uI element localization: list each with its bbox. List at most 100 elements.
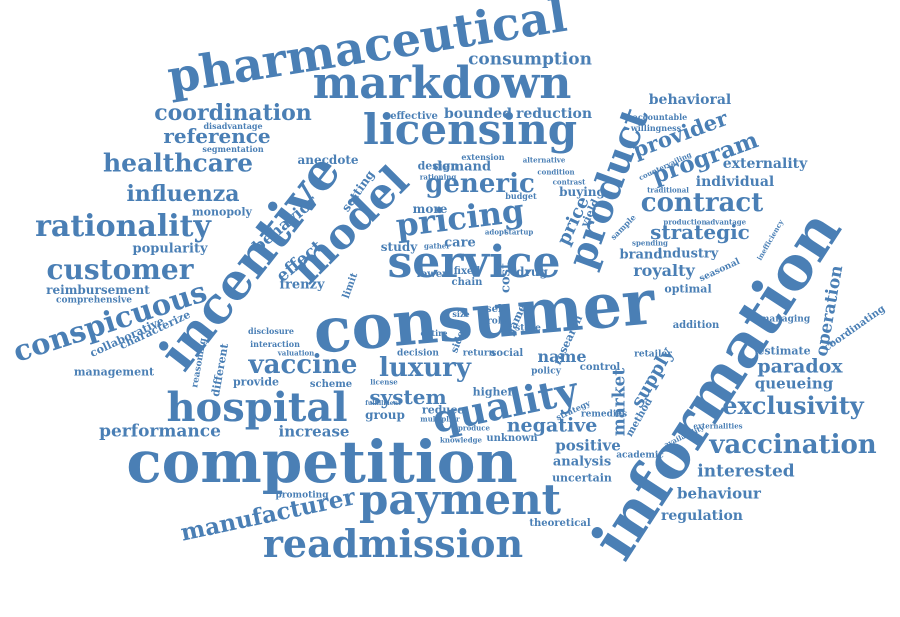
word: popularity [132, 241, 208, 257]
word: readmission [262, 521, 524, 566]
word: paradox [757, 355, 843, 378]
word: vaccine [248, 350, 358, 380]
word: traditional [647, 185, 689, 195]
word: academic [616, 450, 664, 461]
word: effective [390, 111, 438, 122]
word: analysis [552, 454, 612, 470]
word: promoting [275, 490, 329, 501]
word: behaviour [677, 484, 761, 503]
word: cost [498, 263, 514, 293]
word: individual [695, 174, 775, 190]
word: decision [397, 348, 439, 359]
word: optimal [664, 282, 712, 296]
word: increase [278, 422, 350, 441]
word: luxury [379, 353, 471, 383]
word: lower [416, 269, 448, 280]
word: produce [458, 423, 490, 433]
word: contract [640, 188, 764, 218]
word: markdown [312, 58, 572, 109]
word: generic [425, 169, 535, 199]
word: bounded [444, 106, 512, 122]
word: fixed [453, 266, 481, 277]
word: buying [559, 185, 605, 199]
word: comprehensive [55, 295, 133, 306]
word: competition [126, 428, 518, 496]
word: policy [531, 366, 561, 377]
word: condition [537, 167, 575, 177]
word: knowledge [440, 435, 482, 445]
word: valuation [277, 348, 315, 358]
word: consumption [468, 49, 592, 70]
word: disclosure [247, 326, 295, 336]
word: brand [619, 247, 663, 263]
word: control [579, 362, 621, 373]
word: gather [424, 241, 450, 251]
word: estimate [757, 344, 811, 358]
word: adopt [484, 227, 508, 237]
word: negative [506, 414, 598, 437]
word: managing [759, 314, 811, 325]
word: license [370, 377, 398, 387]
word: unknown [486, 433, 538, 444]
word: social [490, 348, 524, 359]
word: hospital [166, 384, 348, 431]
word: addition [672, 320, 720, 331]
word: design [417, 159, 459, 173]
word: interested [697, 461, 795, 482]
word: segmentation [202, 144, 264, 154]
word: royalty [633, 261, 695, 280]
word: fulfillment [365, 400, 401, 407]
word: advantage [705, 217, 747, 227]
word: entire [420, 328, 448, 338]
word: theoretical [529, 518, 591, 529]
word: system [369, 385, 447, 409]
word: payment [358, 475, 562, 524]
word: rationality [35, 209, 211, 244]
word: spending [632, 238, 668, 248]
word: externality [722, 156, 808, 172]
word: role [487, 316, 507, 327]
word: alternative [522, 155, 566, 165]
word: chain [451, 277, 483, 288]
word: retailer [634, 349, 672, 360]
word: demand [432, 159, 492, 175]
word: more [412, 202, 448, 216]
word: self [485, 304, 507, 315]
word: queueing [754, 374, 834, 393]
word: anecdote [297, 153, 359, 167]
word: reduce [421, 403, 465, 417]
word: seasonal [697, 256, 742, 285]
word: contrast [552, 177, 586, 187]
word: interaction [250, 339, 300, 349]
word: regulation [661, 508, 743, 524]
word: startup [504, 227, 534, 237]
word: industry [657, 246, 719, 262]
word: behavioral [648, 92, 732, 108]
word: drug [516, 265, 548, 279]
word: production [663, 217, 707, 227]
word: study [380, 240, 418, 254]
word: coordination [154, 100, 312, 126]
word: service [387, 237, 561, 288]
word: management [73, 365, 155, 379]
word: healthcare [103, 148, 253, 178]
word: licensing [362, 105, 578, 154]
word: vaccination [709, 430, 877, 460]
word: reduction [515, 106, 593, 122]
word: care [444, 235, 476, 251]
word: positive [555, 436, 621, 455]
word: scheme [309, 379, 353, 390]
word: budget [505, 191, 537, 201]
word: name [537, 347, 587, 366]
word: reference [163, 124, 271, 148]
word: higher [472, 385, 514, 399]
word: group [365, 408, 405, 422]
word: return [462, 348, 496, 359]
word: willingness [630, 123, 682, 133]
word: exclusivity [722, 391, 864, 420]
word: reimbursement [46, 283, 150, 297]
word: monopoly [192, 205, 252, 219]
word: disadvantage [203, 121, 263, 131]
word: size [452, 309, 470, 319]
